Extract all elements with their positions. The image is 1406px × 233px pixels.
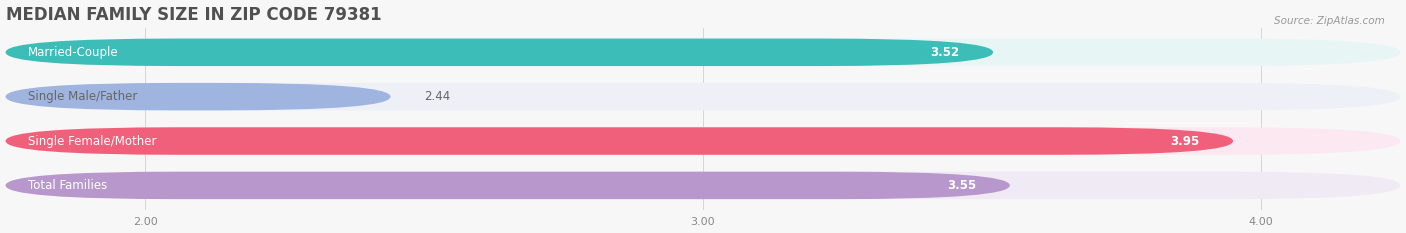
Text: Total Families: Total Families xyxy=(28,179,107,192)
FancyBboxPatch shape xyxy=(6,127,1233,155)
Text: Single Female/Mother: Single Female/Mother xyxy=(28,134,156,147)
FancyBboxPatch shape xyxy=(6,172,1400,199)
FancyBboxPatch shape xyxy=(6,127,1400,155)
Text: MEDIAN FAMILY SIZE IN ZIP CODE 79381: MEDIAN FAMILY SIZE IN ZIP CODE 79381 xyxy=(6,6,381,24)
FancyBboxPatch shape xyxy=(6,38,1400,66)
Text: 3.52: 3.52 xyxy=(931,46,960,59)
Text: Single Male/Father: Single Male/Father xyxy=(28,90,138,103)
Text: 2.44: 2.44 xyxy=(425,90,450,103)
FancyBboxPatch shape xyxy=(6,38,993,66)
FancyBboxPatch shape xyxy=(6,83,1400,110)
FancyBboxPatch shape xyxy=(6,83,391,110)
Text: 3.55: 3.55 xyxy=(948,179,976,192)
Text: Source: ZipAtlas.com: Source: ZipAtlas.com xyxy=(1274,16,1385,26)
FancyBboxPatch shape xyxy=(6,172,1010,199)
Text: Married-Couple: Married-Couple xyxy=(28,46,118,59)
Text: 3.95: 3.95 xyxy=(1170,134,1199,147)
